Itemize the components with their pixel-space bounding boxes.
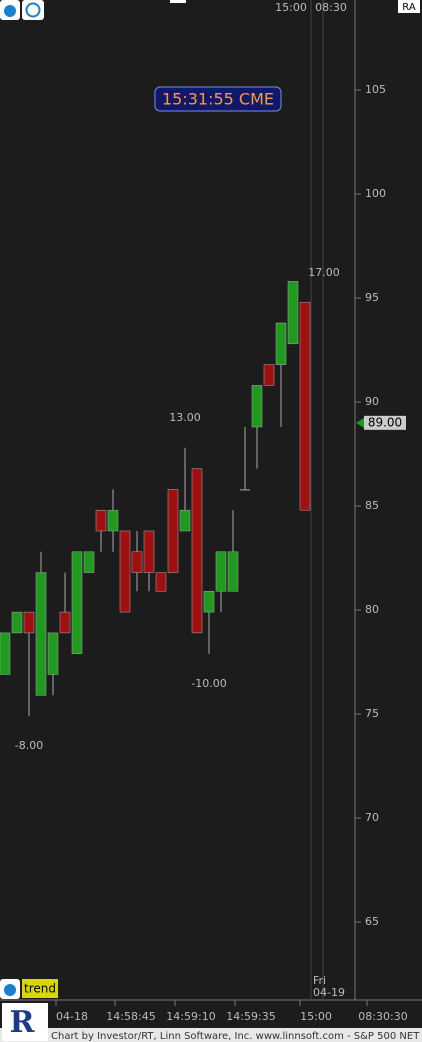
x-tick-label: 14:59:35	[226, 1010, 275, 1023]
logo-letter: R	[10, 1005, 36, 1040]
candle-body	[215, 551, 227, 592]
y-tick-label: 95	[365, 291, 379, 304]
trend-label: trend	[24, 982, 56, 996]
corner-box[interactable]	[398, 0, 420, 13]
candle-body	[35, 572, 47, 696]
candle-body	[107, 509, 119, 532]
clock: 15:31:55 CME	[162, 90, 274, 109]
logo	[2, 1003, 48, 1041]
candle-body	[263, 364, 275, 386]
candle-body	[95, 509, 107, 532]
candle-body	[167, 489, 179, 573]
session-label: Fri	[313, 974, 326, 987]
trend-button[interactable]	[22, 979, 58, 998]
annotation: -10.00	[191, 677, 226, 690]
clock-box	[154, 86, 282, 112]
candle-body	[0, 632, 11, 675]
annotation: 13.00	[169, 411, 201, 424]
candle-body	[275, 322, 287, 365]
candle-body	[71, 551, 83, 654]
candle-body	[131, 551, 143, 573]
x-tick-label: 04-18	[56, 1010, 88, 1023]
x-tick-label: 15:00	[300, 1010, 332, 1023]
y-tick-label: 75	[365, 707, 379, 720]
candle-body	[251, 385, 263, 428]
top-label: 15:00	[275, 1, 307, 14]
candle-body	[155, 572, 167, 592]
x-tick-label: 14:58:45	[106, 1010, 155, 1023]
last-price-box	[364, 415, 406, 430]
candle-body	[287, 281, 299, 345]
y-tick-label: 85	[365, 499, 379, 512]
footer: Chart by Investor/RT, Linn Software, Inc…	[51, 1031, 422, 1042]
stopwatch-face	[4, 984, 16, 996]
candle-body	[179, 509, 191, 532]
stopwatch-face	[4, 5, 16, 17]
y-tick-label: 70	[365, 811, 379, 824]
candle-body	[119, 530, 131, 613]
candle-body	[11, 611, 23, 634]
candle-body	[23, 611, 35, 634]
candle-body	[59, 611, 71, 634]
candle-body	[227, 551, 239, 592]
top-label: 08:30	[315, 1, 347, 14]
y-tick-label: 100	[365, 187, 386, 200]
corner-label: RA	[402, 2, 416, 13]
candle-body	[203, 591, 215, 613]
candle-body	[240, 489, 250, 491]
candle-body	[47, 632, 59, 675]
footer-bar	[0, 1028, 422, 1042]
annotation: -8.00	[15, 739, 43, 752]
candle-body	[83, 551, 95, 573]
clock-face	[25, 2, 41, 18]
y-tick-label: 65	[365, 915, 379, 928]
candle-body	[299, 301, 311, 511]
last-price-label: 89.00	[368, 415, 402, 429]
y-tick-label: 90	[365, 395, 379, 408]
session-label: 04-19	[313, 986, 345, 999]
candle-body	[191, 468, 203, 634]
y-tick-label: 80	[365, 603, 379, 616]
handle	[170, 0, 186, 3]
x-tick-label: 14:59:10	[166, 1010, 215, 1023]
candle-body	[143, 530, 155, 573]
x-tick-label: 08:30:30	[358, 1010, 407, 1023]
y-tick-label: 105	[365, 83, 386, 96]
last-price-marker	[356, 417, 364, 428]
annotation: 17.00	[308, 266, 340, 279]
